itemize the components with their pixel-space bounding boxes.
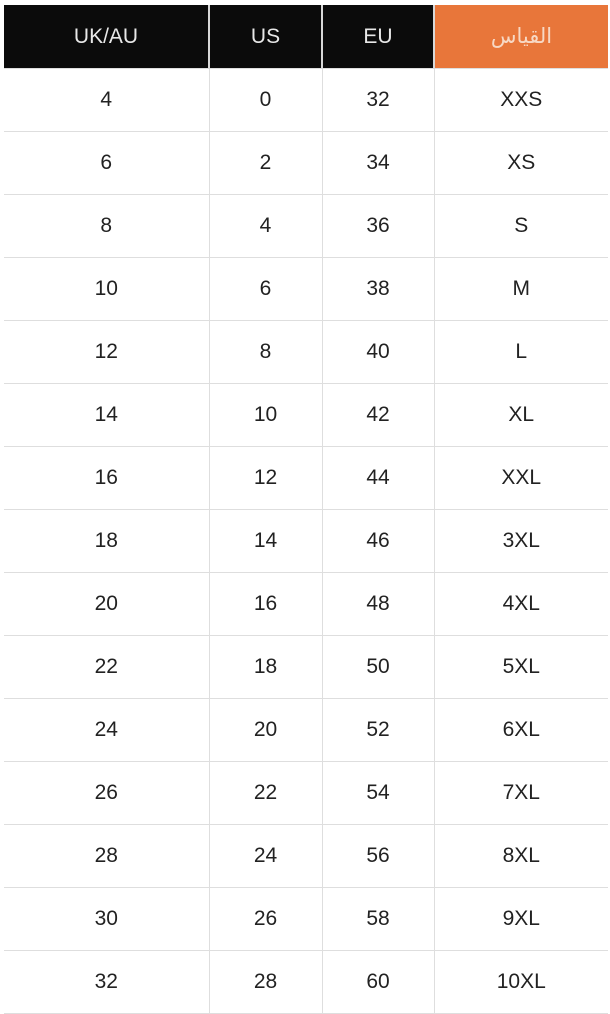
table-row: 24 20 52 6XL [4, 698, 608, 762]
table-row: 32 28 60 10XL [4, 950, 608, 1014]
cell-uk-au: 4 [4, 68, 210, 132]
cell-us: 0 [208, 68, 323, 132]
cell-us: 10 [208, 383, 323, 447]
cell-uk-au: 32 [4, 950, 210, 1014]
table-row: 10 6 38 M [4, 257, 608, 321]
cell-us: 12 [208, 446, 323, 510]
cell-size: L [433, 320, 608, 384]
cell-us: 22 [208, 761, 323, 825]
table-row: 20 16 48 4XL [4, 572, 608, 636]
cell-us: 14 [208, 509, 323, 573]
cell-eu: 40 [321, 320, 435, 384]
cell-size: XS [433, 131, 608, 195]
table-row: 8 4 36 S [4, 194, 608, 258]
cell-eu: 50 [321, 635, 435, 699]
cell-eu: 38 [321, 257, 435, 321]
cell-eu: 60 [321, 950, 435, 1014]
cell-eu: 32 [321, 68, 435, 132]
cell-size: 10XL [433, 950, 608, 1014]
cell-eu: 46 [321, 509, 435, 573]
cell-size: 4XL [433, 572, 608, 636]
cell-uk-au: 14 [4, 383, 210, 447]
cell-size: XL [433, 383, 608, 447]
header-eu: EU [322, 5, 435, 69]
cell-us: 28 [208, 950, 323, 1014]
cell-size: M [433, 257, 608, 321]
cell-us: 26 [208, 887, 323, 951]
cell-eu: 48 [321, 572, 435, 636]
cell-size: S [433, 194, 608, 258]
cell-us: 16 [208, 572, 323, 636]
cell-uk-au: 22 [4, 635, 210, 699]
cell-size: 9XL [433, 887, 608, 951]
table-row: 26 22 54 7XL [4, 761, 608, 825]
cell-us: 24 [208, 824, 323, 888]
header-size: القياس [434, 5, 608, 69]
cell-size: XXL [433, 446, 608, 510]
cell-us: 18 [208, 635, 323, 699]
cell-eu: 56 [321, 824, 435, 888]
cell-uk-au: 6 [4, 131, 210, 195]
cell-eu: 58 [321, 887, 435, 951]
table-row: 4 0 32 XXS [4, 68, 608, 132]
cell-us: 20 [208, 698, 323, 762]
cell-uk-au: 28 [4, 824, 210, 888]
cell-size: 7XL [433, 761, 608, 825]
table-row: 16 12 44 XXL [4, 446, 608, 510]
table-row: 18 14 46 3XL [4, 509, 608, 573]
cell-uk-au: 26 [4, 761, 210, 825]
cell-uk-au: 8 [4, 194, 210, 258]
cell-size: 8XL [433, 824, 608, 888]
size-chart-table: UK/AU US EU القياس 4 0 32 XXS 6 2 34 XS 8 4 36 S 10 6… [4, 5, 608, 1014]
header-us: US [209, 5, 323, 69]
cell-eu: 34 [321, 131, 435, 195]
table-row: 30 26 58 9XL [4, 887, 608, 951]
header-row: UK/AU US EU القياس [4, 5, 608, 69]
cell-eu: 52 [321, 698, 435, 762]
cell-size: XXS [433, 68, 608, 132]
cell-uk-au: 24 [4, 698, 210, 762]
cell-uk-au: 18 [4, 509, 210, 573]
table-row: 28 24 56 8XL [4, 824, 608, 888]
cell-size: 3XL [433, 509, 608, 573]
cell-uk-au: 10 [4, 257, 210, 321]
table-row: 6 2 34 XS [4, 131, 608, 195]
cell-uk-au: 12 [4, 320, 210, 384]
cell-us: 2 [208, 131, 323, 195]
header-uk-au: UK/AU [4, 5, 210, 69]
table-row: 12 8 40 L [4, 320, 608, 384]
cell-size: 5XL [433, 635, 608, 699]
cell-us: 4 [208, 194, 323, 258]
cell-uk-au: 16 [4, 446, 210, 510]
cell-us: 6 [208, 257, 323, 321]
cell-eu: 36 [321, 194, 435, 258]
cell-eu: 54 [321, 761, 435, 825]
cell-eu: 42 [321, 383, 435, 447]
cell-uk-au: 20 [4, 572, 210, 636]
cell-size: 6XL [433, 698, 608, 762]
cell-eu: 44 [321, 446, 435, 510]
cell-us: 8 [208, 320, 323, 384]
table-row: 22 18 50 5XL [4, 635, 608, 699]
cell-uk-au: 30 [4, 887, 210, 951]
table-row: 14 10 42 XL [4, 383, 608, 447]
